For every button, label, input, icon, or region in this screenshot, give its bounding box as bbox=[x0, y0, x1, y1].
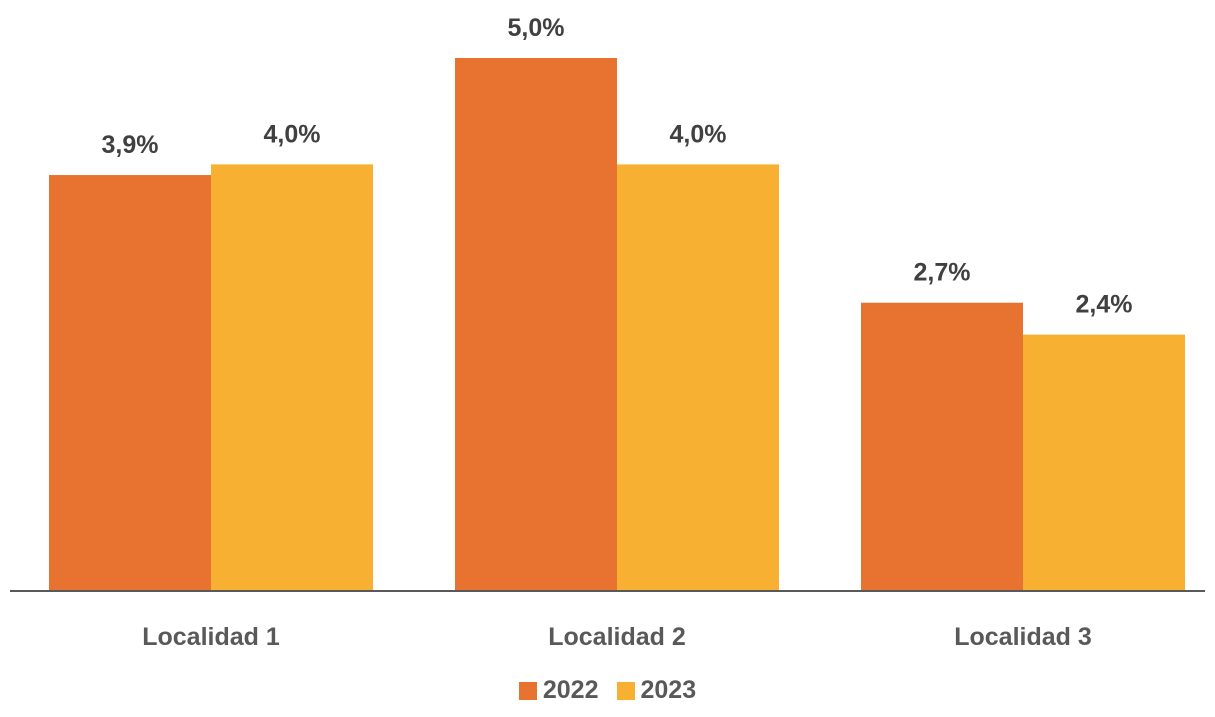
value-label-localidad-3-2022: 2,7% bbox=[914, 259, 971, 287]
bar-localidad-1-2022 bbox=[49, 175, 211, 591]
legend: 2022 2023 bbox=[0, 676, 1215, 705]
bar-localidad-3-2023 bbox=[1023, 334, 1185, 590]
legend-swatch-2023 bbox=[616, 681, 635, 700]
value-labels-group: 3,9% 4,0% 5,0% 4,0% 2,7% 2,4% bbox=[102, 14, 1133, 319]
bars-group bbox=[49, 58, 1185, 591]
category-label-localidad-3: Localidad 3 bbox=[954, 623, 1092, 651]
bar-chart: 3,9% 4,0%5,0%4,0%2,7%2,4% Localidad 1 Loca… bbox=[10, 14, 1205, 651]
value-label-localidad-3-2023: 2,4% bbox=[1076, 291, 1133, 319]
category-label-localidad-1: Localidad 1 bbox=[142, 623, 280, 651]
category-labels-group: Localidad 1 Localidad 2 Localidad 3 bbox=[142, 623, 1092, 651]
legend-label-2023: 2023 bbox=[640, 676, 697, 704]
bar-localidad-2-2022 bbox=[455, 58, 617, 590]
value-label-localidad-1-2022: 3,9% bbox=[102, 131, 159, 159]
value-label-localidad-2-2023: 4,0% bbox=[670, 120, 727, 148]
legend-label-2022: 2022 bbox=[542, 676, 599, 704]
category-label-localidad-2: Localidad 2 bbox=[548, 623, 686, 651]
bar-localidad-3-2022 bbox=[861, 302, 1023, 590]
legend-item-2023: 2023 bbox=[616, 676, 697, 705]
legend-item-2022: 2022 bbox=[518, 676, 599, 705]
value-label-localidad-1-2023: 4,0% bbox=[264, 120, 321, 148]
legend-swatch-2022 bbox=[518, 681, 537, 700]
bar-localidad-1-2023 bbox=[211, 164, 373, 590]
value-label-localidad-2-2022: 5,0% bbox=[508, 14, 565, 42]
bar-localidad-2-2023 bbox=[617, 164, 779, 590]
